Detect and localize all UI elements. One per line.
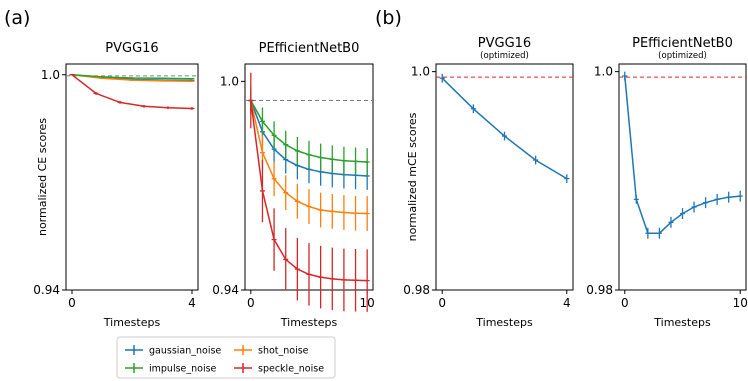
series-line bbox=[71, 74, 193, 110]
legend-label: speckle_noise bbox=[258, 364, 324, 375]
legend-entry-speckle_noise: speckle_noise bbox=[234, 363, 324, 375]
chart-3: PVGG16(optimized) 0 4 0.98 1.0 Timesteps norma… bbox=[403, 36, 574, 329]
y-tick-label: 0.98 bbox=[403, 283, 430, 297]
chart-4: PEfficientNetB0(optimized) 0 10 0.98 1.0 Time… bbox=[586, 36, 748, 329]
chart-1: PVGG16 0 4 0.94 1.0 Timesteps normalized CE sc… bbox=[33, 41, 199, 329]
x-axis-label: Timesteps bbox=[280, 316, 338, 329]
legend-box bbox=[116, 336, 336, 379]
legend-entry-impulse_noise: impulse_noise bbox=[125, 363, 217, 375]
panel-label-b: (b) bbox=[375, 7, 402, 29]
x-axis-label: Timesteps bbox=[103, 316, 161, 329]
chart-subtitle: (optimized) bbox=[480, 51, 529, 61]
chart-title: PVGG16 bbox=[105, 41, 158, 56]
x-axis-label: Timesteps bbox=[475, 316, 533, 329]
y-tick-label: 0.94 bbox=[33, 283, 60, 297]
x-tick-label: 0 bbox=[621, 296, 629, 310]
axes-frame bbox=[65, 63, 199, 291]
x-tick-label: 0 bbox=[68, 296, 76, 310]
y-axis-label: normalized CE scores bbox=[36, 118, 49, 236]
legend-entry-gaussian_noise: gaussian_noise bbox=[125, 345, 221, 357]
x-tick-label: 4 bbox=[188, 296, 196, 310]
legend-entry-shot_noise: shot_noise bbox=[234, 345, 309, 357]
series-gaussian_noise bbox=[439, 73, 570, 184]
y-tick-label: 1.0 bbox=[411, 65, 430, 79]
x-tick-label: 0 bbox=[438, 296, 446, 310]
chart-subtitle: (optimized) bbox=[658, 51, 707, 61]
chart-title: PEfficientNetB0 bbox=[632, 36, 733, 51]
series-gaussian_noise bbox=[622, 71, 743, 239]
y-tick-label: 0.94 bbox=[212, 283, 239, 297]
y-tick-label: 1.0 bbox=[41, 68, 60, 82]
chart-title: PVGG16 bbox=[478, 36, 531, 51]
legend-label: gaussian_noise bbox=[149, 346, 221, 357]
legend-label: impulse_noise bbox=[149, 364, 217, 375]
x-axis-label: Timesteps bbox=[653, 316, 711, 329]
axes-frame bbox=[435, 63, 574, 291]
x-tick-label: 4 bbox=[563, 296, 571, 310]
series-line bbox=[441, 77, 568, 180]
legend: gaussian_noise shot_noise impulse_noise spe… bbox=[116, 336, 336, 379]
y-tick-label: 1.0 bbox=[220, 74, 239, 88]
series-gaussian_noise bbox=[248, 90, 370, 190]
y-tick-label: 1.0 bbox=[594, 65, 613, 79]
y-axis-label: normalized mCE scores bbox=[406, 112, 419, 241]
x-tick-label: 10 bbox=[733, 296, 748, 310]
plots-group: PVGG16 0 4 0.94 1.0 Timesteps normalized CE sc… bbox=[33, 36, 748, 329]
series-speckle_noise bbox=[248, 72, 370, 312]
x-tick-label: 0 bbox=[247, 296, 255, 310]
axes-frame bbox=[618, 63, 747, 291]
chart-title: PEfficientNetB0 bbox=[259, 41, 360, 56]
y-tick-label: 0.98 bbox=[586, 283, 613, 297]
series-speckle_noise bbox=[69, 74, 195, 110]
panel-label-a: (a) bbox=[4, 7, 30, 29]
series-impulse_noise bbox=[248, 90, 370, 176]
legend-label: shot_noise bbox=[258, 346, 309, 357]
